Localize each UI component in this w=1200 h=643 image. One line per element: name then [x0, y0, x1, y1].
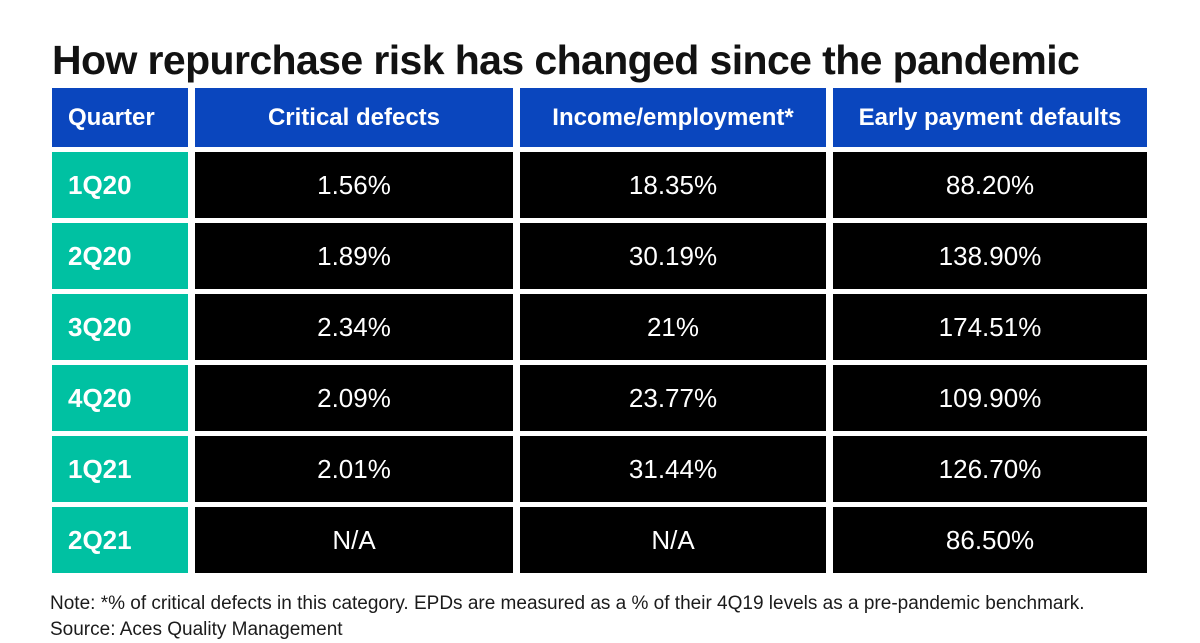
early-payment-defaults-value: 109.90% — [833, 365, 1147, 431]
early-payment-defaults-value: 174.51% — [833, 294, 1147, 360]
income-employment-value: N/A — [520, 507, 826, 573]
header-cell-critical-defects: Critical defects — [195, 88, 513, 147]
critical-defects-value: N/A — [195, 507, 513, 573]
source-line: Source: Aces Quality Management — [50, 619, 343, 640]
early-payment-defaults-value: 126.70% — [833, 436, 1147, 502]
income-employment-value: 23.77% — [520, 365, 826, 431]
header-cell-early-payment-defaults: Early payment defaults — [833, 88, 1147, 147]
early-payment-defaults-value: 88.20% — [833, 152, 1147, 218]
income-employment-value: 31.44% — [520, 436, 826, 502]
early-payment-defaults-value: 138.90% — [833, 223, 1147, 289]
quarter-label: 1Q20 — [52, 152, 188, 218]
quarter-label: 2Q21 — [52, 507, 188, 573]
header-cell-quarter: Quarter — [52, 88, 188, 147]
critical-defects-value: 2.09% — [195, 365, 513, 431]
quarter-label: 3Q20 — [52, 294, 188, 360]
critical-defects-value: 1.56% — [195, 152, 513, 218]
income-employment-value: 30.19% — [520, 223, 826, 289]
repurchase-risk-table: Quarter Critical defects Income/employme… — [52, 88, 1147, 573]
footnote-block: Note: *% of critical defects in this cat… — [50, 591, 1160, 643]
footnote: Note: *% of critical defects in this cat… — [50, 593, 1085, 614]
income-employment-value: 18.35% — [520, 152, 826, 218]
header-cell-income-employment: Income/employment* — [520, 88, 826, 147]
page-title: How repurchase risk has changed since th… — [52, 37, 1080, 84]
critical-defects-value: 2.34% — [195, 294, 513, 360]
early-payment-defaults-value: 86.50% — [833, 507, 1147, 573]
income-employment-value: 21% — [520, 294, 826, 360]
critical-defects-value: 1.89% — [195, 223, 513, 289]
quarter-label: 4Q20 — [52, 365, 188, 431]
quarter-label: 1Q21 — [52, 436, 188, 502]
quarter-label: 2Q20 — [52, 223, 188, 289]
critical-defects-value: 2.01% — [195, 436, 513, 502]
